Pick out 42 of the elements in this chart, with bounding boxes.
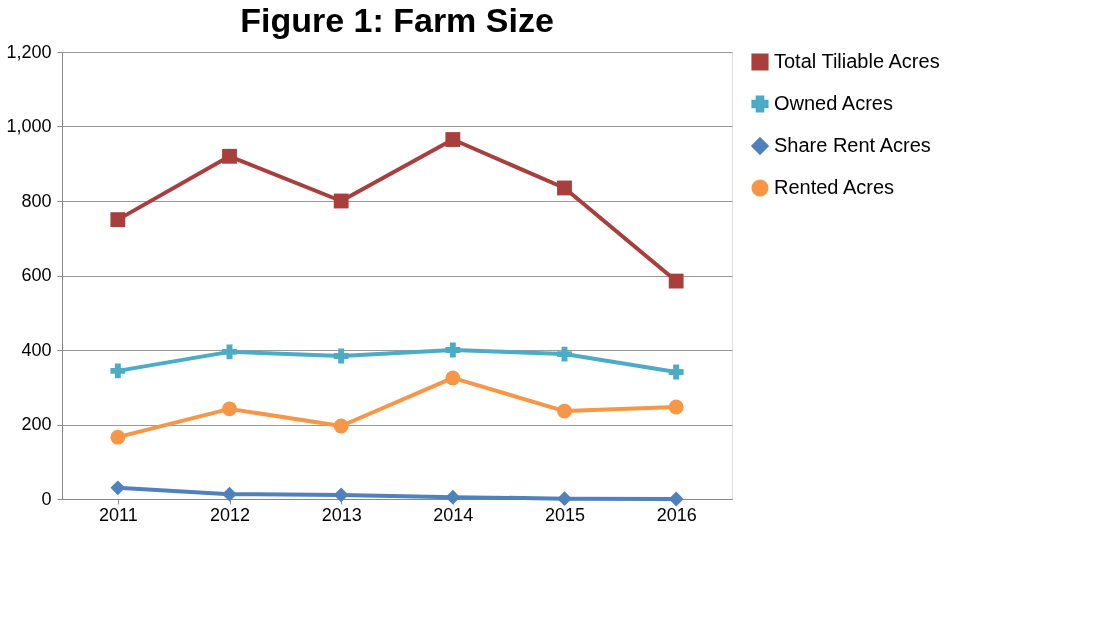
y-tick-label: 200	[21, 414, 52, 434]
y-tick-label: 1,200	[6, 41, 52, 62]
point	[110, 429, 126, 445]
point	[445, 489, 461, 505]
point	[668, 273, 684, 289]
legend-label: Rented Acres	[774, 176, 895, 198]
x-tick-label: 2013	[321, 504, 362, 525]
point	[110, 480, 126, 496]
point	[333, 487, 349, 503]
legend-label: Owned Acres	[774, 92, 893, 114]
point	[222, 148, 237, 164]
point	[557, 491, 572, 507]
point	[333, 193, 349, 209]
point	[445, 342, 461, 358]
y-tick-label: 400	[21, 339, 52, 360]
point	[668, 491, 684, 507]
point	[222, 401, 237, 417]
chart-title: Figure 1: Farm Size	[240, 1, 554, 39]
legend-label: Share Rent Acres	[774, 134, 931, 156]
x-tick-label: 2016	[656, 504, 697, 525]
point	[333, 348, 349, 364]
point	[110, 363, 126, 379]
point	[333, 418, 349, 434]
x-tick-label: 2012	[209, 504, 251, 525]
y-tick-label: 1,000	[6, 116, 52, 136]
legend-label: Total Tiliable Acres	[774, 50, 940, 72]
point	[110, 212, 126, 228]
y-tick-label: 600	[21, 265, 52, 285]
point	[668, 364, 684, 380]
y-tick-label: 0	[41, 488, 52, 509]
point	[668, 399, 684, 415]
x-tick-label: 2015	[544, 504, 586, 525]
point	[445, 132, 461, 147]
point	[222, 344, 237, 360]
point	[557, 403, 572, 419]
point	[222, 486, 237, 502]
x-tick-label: 2014	[433, 504, 474, 525]
y-tick-label: 800	[21, 190, 52, 211]
point	[445, 370, 461, 386]
point	[557, 180, 572, 196]
point	[557, 346, 572, 362]
x-tick-label: 2011	[98, 504, 138, 525]
